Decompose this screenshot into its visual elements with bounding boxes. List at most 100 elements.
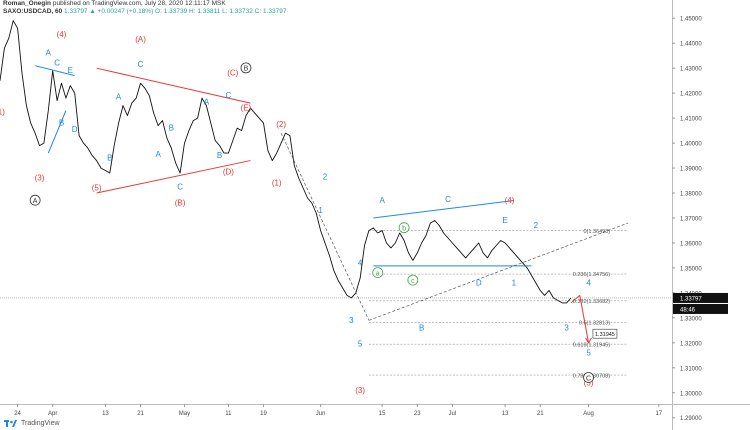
- wave-circle: [29, 194, 41, 206]
- fib-level-label: 0.5(1.32813): [579, 321, 610, 327]
- wave-label: E: [68, 66, 73, 75]
- x-tick-label: Apr: [48, 411, 57, 417]
- trendline: [579, 295, 590, 343]
- arrowhead: [585, 337, 592, 344]
- wave-label: D: [476, 278, 482, 287]
- wave-label: (E): [241, 104, 252, 113]
- wave-label: (4): [505, 196, 515, 205]
- wave-label: A: [204, 97, 210, 106]
- wave-label: A: [116, 92, 122, 101]
- tradingview-logo-icon: [4, 420, 17, 427]
- circled-wave-label: A: [33, 198, 38, 205]
- header-line-1: Roman_Onegin published on TradingView.co…: [3, 0, 286, 8]
- fib-level-label: 0.382(1.33682): [573, 299, 610, 305]
- wave-label: A: [379, 196, 385, 205]
- trendline: [368, 222, 629, 321]
- x-tick-label: Jul: [449, 411, 457, 417]
- x-tick-label: 13: [502, 411, 509, 417]
- y-tick-label: 1.42000: [680, 92, 702, 98]
- y-tick-label: 1.36000: [680, 241, 702, 247]
- wave-label: (3): [35, 174, 45, 183]
- wave-label: (A): [135, 35, 146, 44]
- fib-level-label: 0.618(1.31945): [573, 342, 610, 348]
- x-tick-label: 21: [137, 411, 144, 417]
- footer: TradingView: [4, 419, 60, 428]
- wave-label: 1: [318, 206, 323, 215]
- wave-circle: [398, 222, 410, 234]
- x-tick-label: 13: [102, 411, 109, 417]
- wave-label: C: [138, 60, 144, 69]
- annotation-layer: (1)(3)(4)ACEBD(5)AB(A)CABC(B)ABC(D)(C)(E…: [0, 30, 594, 395]
- wave-label: C: [226, 91, 232, 100]
- wave-label: 3: [564, 323, 569, 332]
- trendline: [96, 67, 251, 104]
- wave-label: 5: [358, 340, 363, 349]
- wave-label: C: [445, 195, 451, 204]
- y-tick-label: 1.39000: [680, 167, 702, 173]
- countdown-value: 48:46: [680, 307, 696, 313]
- wave-circle: [372, 267, 384, 279]
- wave-label: 4: [586, 278, 591, 287]
- wave-label: 2: [323, 172, 328, 181]
- x-tick-label: 17: [655, 411, 662, 417]
- countdown-tag: [673, 303, 728, 314]
- circled-wave-label: B: [244, 66, 249, 73]
- wave-label: 3: [349, 316, 354, 325]
- trendline: [47, 110, 67, 154]
- wave-label: (C): [227, 69, 238, 78]
- wave-label: C: [177, 182, 183, 191]
- wave-label: (D): [223, 167, 234, 176]
- y-tick-label: 1.45000: [680, 17, 702, 23]
- wave-label: B: [419, 323, 424, 332]
- trendline-layer: [35, 65, 629, 344]
- wave-label: B: [169, 124, 174, 133]
- wave-label: 1: [512, 278, 517, 287]
- wave-label: C: [54, 59, 60, 68]
- circled-wave-label: b: [402, 225, 406, 232]
- wave-label: 2: [534, 221, 539, 230]
- circled-wave-label: c: [411, 278, 415, 285]
- y-tick-label: 1.32000: [680, 341, 702, 347]
- price-line: [0, 20, 572, 304]
- y-tick-label: 1.38000: [680, 192, 702, 198]
- y-tick-label: 1.41000: [680, 117, 702, 123]
- current-price-tag: [673, 292, 728, 303]
- wave-label: B: [107, 154, 112, 163]
- y-tick-label: 1.37000: [680, 216, 702, 222]
- wave-label: (B): [175, 199, 186, 208]
- wave-label: (2): [276, 120, 286, 129]
- wave-label: (5): [92, 184, 102, 193]
- wave-label: 4: [358, 258, 363, 267]
- wave-label: B: [217, 151, 222, 160]
- y-tick-label: 1.35000: [680, 266, 702, 272]
- wave-label: (1): [0, 107, 5, 116]
- author-name[interactable]: Roman_Onegin: [3, 0, 52, 7]
- x-tick-label: Jun: [316, 411, 326, 417]
- wave-label: B: [59, 119, 64, 128]
- y-tick-label: 1.29000: [680, 416, 702, 422]
- wave-label: A: [46, 49, 52, 58]
- circled-wave-label: a: [376, 270, 380, 277]
- wave-label: A: [155, 150, 161, 159]
- chart-header: Roman_Onegin published on TradingView.co…: [3, 0, 286, 16]
- wave-label: 5: [586, 348, 591, 357]
- symbol-label: SAXO:USDCAD, 60: [3, 8, 63, 15]
- wave-circle: [240, 62, 252, 74]
- header-line-2: SAXO:USDCAD, 60 1.33797 ▲ +0.00247 (+0.1…: [3, 8, 286, 16]
- price-tag-layer: 1.33797 48:46 1.31945: [592, 292, 728, 339]
- wave-label: E: [502, 216, 507, 225]
- fib-level-label: 0(1.36493): [583, 229, 610, 235]
- target-price-box: [592, 328, 618, 339]
- wave-label: D: [72, 125, 78, 134]
- trendline: [570, 295, 581, 304]
- wave-label: (1): [272, 179, 282, 188]
- x-tick-label: Aug: [583, 411, 594, 417]
- target-price-value: 1.31945: [595, 332, 615, 338]
- series-layer: [0, 20, 672, 304]
- footer-brand[interactable]: TradingView: [21, 420, 60, 427]
- x-tick-label: 24: [14, 411, 21, 417]
- x-tick-label: 23: [414, 411, 421, 417]
- wave-circle: [583, 372, 594, 383]
- current-price-value: 1.33797: [680, 296, 702, 302]
